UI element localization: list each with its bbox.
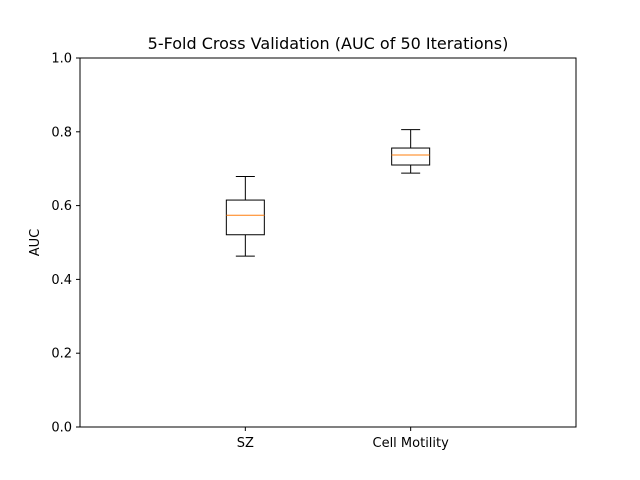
y-tick-label: 0.4 — [51, 273, 72, 288]
x-tick-label: SZ — [237, 436, 254, 451]
chart-title: 5-Fold Cross Validation (AUC of 50 Itera… — [148, 34, 509, 53]
y-tick-label: 0.2 — [51, 347, 72, 362]
y-tick-label: 0.6 — [51, 199, 72, 214]
box-group — [225, 175, 265, 257]
y-tick-label: 0.0 — [51, 421, 72, 436]
interquartile-box — [391, 147, 431, 166]
plot-area — [225, 129, 431, 257]
y-tick-label: 0.8 — [51, 125, 72, 140]
box-group — [391, 129, 431, 174]
interquartile-box — [225, 199, 265, 236]
y-axis: 0.0 0.2 0.4 0.6 0.8 1.0 — [51, 52, 80, 436]
axes-frame — [79, 57, 577, 428]
x-tick-label: Cell Motility — [373, 436, 450, 451]
x-axis: SZ Cell Motility — [237, 427, 449, 451]
y-axis-label: AUC — [28, 229, 43, 257]
y-tick-label: 1.0 — [51, 52, 72, 67]
